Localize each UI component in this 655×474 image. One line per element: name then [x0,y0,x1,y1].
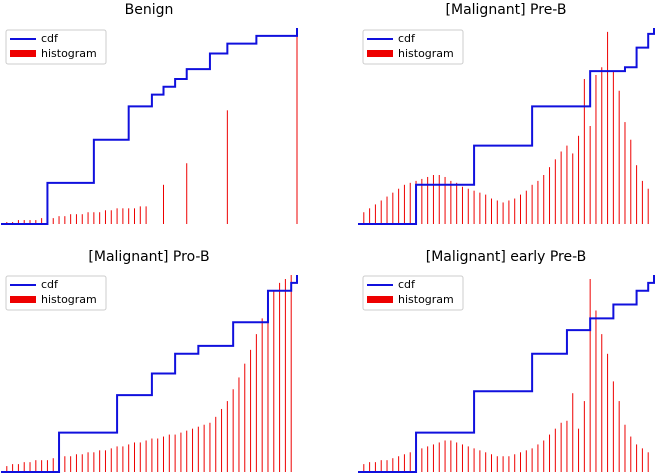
chart-title: Benign [125,2,174,18]
panel-malignant-pro-b: [Malignant] Pro-B cdf histogram [1,249,298,473]
chart-title: [Malignant] early Pre-B [426,249,587,265]
legend-histogram-label: histogram [41,293,97,306]
chart-title: [Malignant] Pro-B [88,249,209,265]
legend-histogram-swatch [367,50,393,57]
legend: cdf histogram [5,29,107,65]
chart-title: [Malignant] Pre-B [446,2,567,18]
legend-cdf-label: cdf [398,278,416,291]
legend-histogram-swatch [367,296,393,303]
legend-cdf-label: cdf [41,278,59,291]
legend: cdf histogram [362,29,464,65]
cdf-line [1,28,298,225]
panel-malignant-early-pre-b: [Malignant] early Pre-B cdf histogram [358,249,655,473]
legend-histogram-swatch [10,296,36,303]
plot-area [1,28,298,225]
plot-area [358,275,655,473]
plot-area [1,275,298,473]
cdf-line [1,275,298,473]
panel-malignant-pre-b: [Malignant] Pre-B cdf histogram [358,2,655,225]
legend-cdf-label: cdf [41,32,59,45]
panel-benign: Benign cdf histogram [1,2,298,225]
legend-histogram-label: histogram [398,293,454,306]
legend: cdf histogram [362,275,464,311]
legend-cdf-label: cdf [398,32,416,45]
legend-histogram-label: histogram [398,47,454,60]
legend-histogram-label: histogram [41,47,97,60]
cdf-line [358,275,655,473]
cdf-line [358,28,655,225]
legend-histogram-swatch [10,50,36,57]
legend: cdf histogram [5,275,107,311]
plot-area [358,28,655,225]
